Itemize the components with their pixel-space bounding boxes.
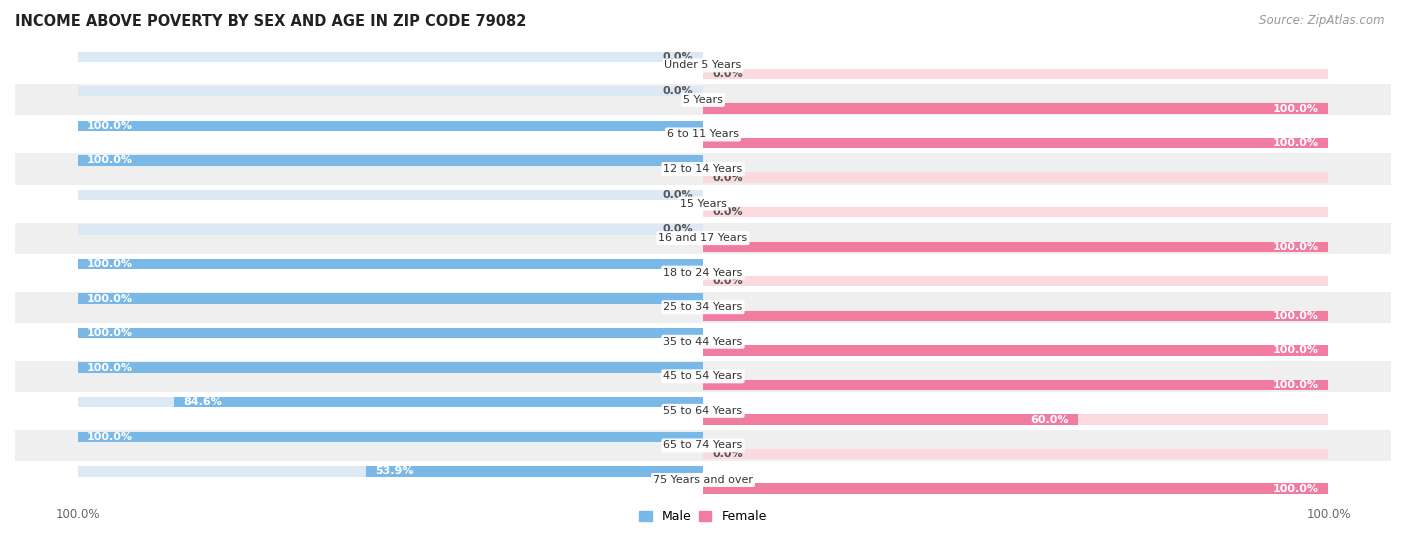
Bar: [703, 69, 1329, 79]
Bar: [77, 431, 703, 442]
Text: 100.0%: 100.0%: [87, 155, 134, 165]
Text: 55 to 64 Years: 55 to 64 Years: [664, 406, 742, 416]
Text: 0.0%: 0.0%: [664, 190, 693, 200]
Bar: [15, 50, 1391, 81]
Bar: [77, 86, 703, 97]
Bar: [15, 292, 1391, 323]
Text: 5 Years: 5 Years: [683, 95, 723, 105]
Bar: [15, 326, 1391, 357]
Bar: [15, 395, 1391, 426]
Bar: [15, 84, 1391, 116]
Bar: [77, 363, 703, 373]
Text: 0.0%: 0.0%: [664, 224, 693, 234]
Bar: [77, 294, 703, 304]
Bar: [703, 311, 1329, 321]
Bar: [703, 242, 1329, 252]
Bar: [703, 138, 1329, 148]
Bar: [703, 345, 1329, 355]
Text: 75 Years and over: 75 Years and over: [652, 475, 754, 485]
Text: 100.0%: 100.0%: [87, 259, 134, 269]
Bar: [77, 397, 703, 407]
Bar: [703, 483, 1329, 494]
Bar: [703, 449, 1329, 459]
Bar: [703, 207, 1329, 218]
Bar: [77, 51, 703, 62]
Text: 0.0%: 0.0%: [713, 449, 742, 459]
Text: 65 to 74 Years: 65 to 74 Years: [664, 440, 742, 450]
Legend: Male, Female: Male, Female: [634, 506, 772, 528]
Bar: [703, 415, 1078, 425]
Text: 16 and 17 Years: 16 and 17 Years: [658, 233, 748, 243]
Text: 0.0%: 0.0%: [713, 207, 742, 217]
Text: Source: ZipAtlas.com: Source: ZipAtlas.com: [1260, 14, 1385, 27]
Text: 0.0%: 0.0%: [664, 86, 693, 97]
Bar: [77, 328, 703, 338]
Text: 100.0%: 100.0%: [1272, 104, 1319, 113]
Bar: [703, 345, 1329, 355]
Text: 100.0%: 100.0%: [87, 294, 134, 304]
Bar: [15, 361, 1391, 392]
Bar: [77, 155, 703, 166]
Text: 100.0%: 100.0%: [1272, 345, 1319, 355]
Text: 60.0%: 60.0%: [1031, 415, 1069, 425]
Text: 45 to 54 Years: 45 to 54 Years: [664, 371, 742, 381]
Bar: [77, 328, 703, 338]
Bar: [703, 415, 1329, 425]
Bar: [77, 155, 703, 166]
Text: 84.6%: 84.6%: [183, 397, 222, 407]
Bar: [703, 103, 1329, 114]
Bar: [703, 172, 1329, 183]
Text: 0.0%: 0.0%: [713, 69, 742, 79]
Bar: [15, 430, 1391, 461]
Bar: [703, 380, 1329, 390]
Bar: [703, 138, 1329, 148]
Text: 100.0%: 100.0%: [87, 328, 134, 338]
Bar: [366, 466, 703, 477]
Text: 25 to 34 Years: 25 to 34 Years: [664, 302, 742, 312]
Bar: [703, 276, 1329, 286]
Bar: [174, 397, 703, 407]
Bar: [703, 103, 1329, 114]
Bar: [77, 363, 703, 373]
Text: 100.0%: 100.0%: [87, 432, 134, 442]
Bar: [703, 242, 1329, 252]
Text: Under 5 Years: Under 5 Years: [665, 60, 741, 70]
Bar: [703, 380, 1329, 390]
Bar: [15, 188, 1391, 219]
Bar: [15, 257, 1391, 288]
Text: 15 Years: 15 Years: [679, 199, 727, 209]
Bar: [703, 311, 1329, 321]
Text: 0.0%: 0.0%: [713, 276, 742, 286]
Bar: [15, 119, 1391, 150]
Text: 35 to 44 Years: 35 to 44 Years: [664, 337, 742, 347]
Text: 0.0%: 0.0%: [664, 52, 693, 62]
Text: 6 to 11 Years: 6 to 11 Years: [666, 129, 740, 140]
Text: 100.0%: 100.0%: [1272, 311, 1319, 321]
Bar: [77, 431, 703, 442]
Text: 100.0%: 100.0%: [1272, 242, 1319, 252]
Bar: [703, 483, 1329, 494]
Text: 53.9%: 53.9%: [375, 466, 413, 477]
Bar: [15, 153, 1391, 185]
Text: 18 to 24 Years: 18 to 24 Years: [664, 268, 742, 278]
Bar: [77, 259, 703, 269]
Text: 12 to 14 Years: 12 to 14 Years: [664, 164, 742, 174]
Bar: [77, 294, 703, 304]
Text: INCOME ABOVE POVERTY BY SEX AND AGE IN ZIP CODE 79082: INCOME ABOVE POVERTY BY SEX AND AGE IN Z…: [15, 14, 526, 29]
Text: 100.0%: 100.0%: [1272, 484, 1319, 494]
Bar: [15, 223, 1391, 254]
Text: 0.0%: 0.0%: [713, 172, 742, 182]
Text: 100.0%: 100.0%: [1272, 380, 1319, 390]
Bar: [77, 121, 703, 131]
Text: 100.0%: 100.0%: [87, 121, 134, 131]
Bar: [77, 466, 703, 477]
Bar: [77, 259, 703, 269]
Text: 100.0%: 100.0%: [87, 363, 134, 373]
Bar: [77, 121, 703, 131]
Text: 100.0%: 100.0%: [1272, 138, 1319, 148]
Bar: [15, 464, 1391, 496]
Bar: [77, 190, 703, 200]
Bar: [77, 224, 703, 235]
